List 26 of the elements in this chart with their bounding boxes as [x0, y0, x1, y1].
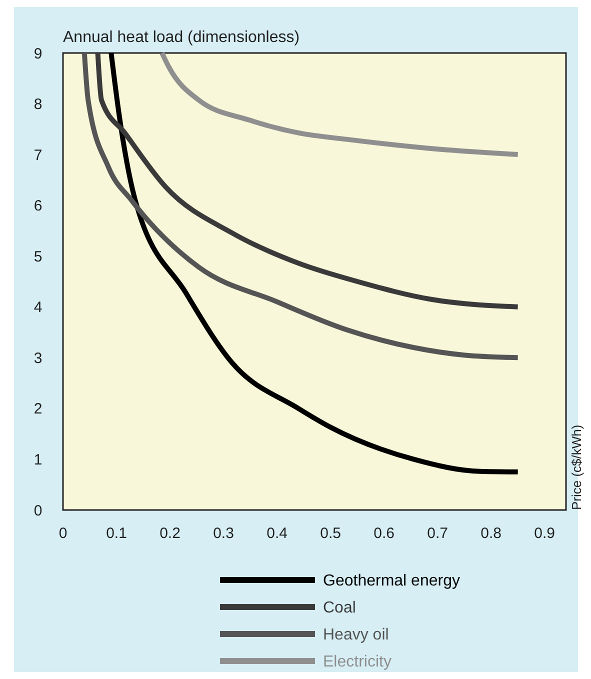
x-tick-label: 0.5 [320, 525, 341, 542]
text: Electricity [323, 654, 392, 671]
y-tick-label: 6 [34, 198, 42, 215]
y-tick-label: 9 [34, 45, 42, 62]
x-tick-label: 0.6 [374, 525, 394, 542]
text: Geothermal energy [323, 572, 460, 590]
y-tick-label: 2 [34, 400, 42, 418]
y-tick-label: 4 [34, 299, 42, 316]
y-tick-label: 3 [34, 350, 42, 367]
x-tick-label: 0.7 [427, 525, 448, 542]
x-tick-label: 0.1 [106, 525, 127, 542]
y-axis-title: Price (c$/kWh) [569, 424, 584, 510]
text: Heavy oil [323, 626, 389, 644]
x-tick-label: 0 [58, 525, 68, 542]
y-tick-label: 1 [34, 451, 42, 468]
y-tick-label: 8 [34, 96, 42, 114]
y-tick-label: 7 [34, 146, 42, 164]
x-tick-label: 0.4 [266, 525, 288, 542]
x-axis-title: Annual heat load (dimensionless) [63, 29, 300, 46]
x-tick-label: 0.3 [213, 525, 234, 542]
text: Coal [323, 600, 356, 617]
x-tick-label: 0.8 [480, 525, 502, 542]
x-tick-label: 0.2 [160, 525, 180, 542]
y-tick-label: 5 [34, 248, 42, 266]
x-tick-label: 0.9 [534, 525, 556, 542]
y-tick-label: 0 [34, 502, 42, 520]
